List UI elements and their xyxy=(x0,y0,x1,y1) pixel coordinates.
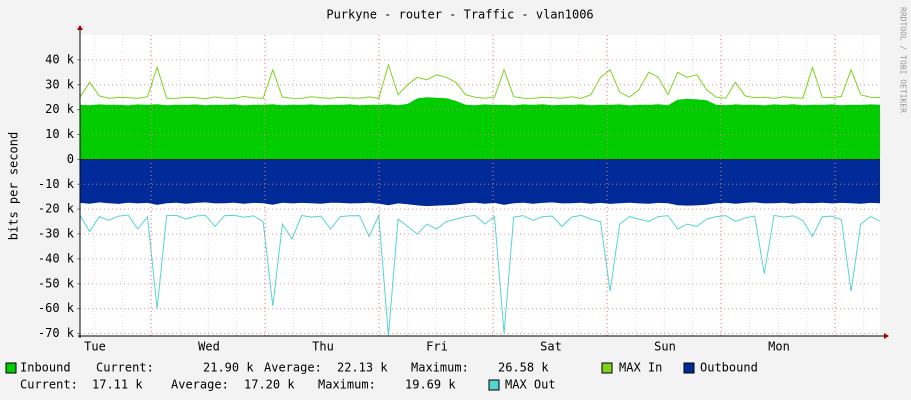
legend-stat: Current: xyxy=(20,378,78,392)
y-tick-label: 20 k xyxy=(45,102,75,116)
x-tick-label: Fri xyxy=(426,340,448,354)
legend-swatch xyxy=(5,362,17,374)
legend-label: MAX In xyxy=(619,361,662,375)
y-tick-label: 0 xyxy=(67,152,74,166)
y-tick-label: -70 k xyxy=(38,326,75,340)
legend-label: Outbound xyxy=(700,361,758,375)
x-tick-label: Tue xyxy=(84,340,106,354)
x-tick-label: Sun xyxy=(654,340,676,354)
legend-swatch xyxy=(683,362,695,374)
y-axis-label: bits per second xyxy=(7,132,21,240)
area xyxy=(80,97,880,160)
y-tick-label: -40 k xyxy=(38,251,75,265)
legend-stat: Current: xyxy=(96,361,154,375)
y-tick-label: -50 k xyxy=(38,276,75,290)
x-tick-label: Sat xyxy=(540,340,562,354)
legend-stat: 22.13 k xyxy=(337,361,388,375)
line xyxy=(79,213,881,337)
y-tick-label: 10 k xyxy=(45,127,75,141)
legend-stat: Average: xyxy=(264,361,322,375)
legend-label: Inbound xyxy=(20,361,71,375)
x-tick-label: Mon xyxy=(768,340,790,354)
x-tick-label: Wed xyxy=(198,340,220,354)
legend-stat: Maximum: xyxy=(411,361,469,375)
legend-swatch xyxy=(488,379,500,391)
y-tick-label: 30 k xyxy=(45,77,75,91)
line xyxy=(79,63,881,100)
y-axis-arrow xyxy=(77,25,83,30)
y-tick-label: -60 k xyxy=(38,301,75,315)
y-tick-label: 40 k xyxy=(45,52,75,66)
legend-swatch xyxy=(601,362,613,374)
x-tick-label: Thu xyxy=(312,340,334,354)
legend-stat: 17.11 k xyxy=(92,378,143,392)
legend-stat: 19.69 k xyxy=(405,378,456,392)
legend-stat: Maximum: xyxy=(318,378,376,392)
legend-label: MAX Out xyxy=(505,378,556,392)
series-layer xyxy=(79,63,881,337)
legend-stat: Average: xyxy=(171,378,229,392)
legend-stat: 21.90 k xyxy=(203,361,254,375)
y-tick-label: -20 k xyxy=(38,202,75,216)
area xyxy=(80,159,880,207)
x-axis-arrow xyxy=(884,333,889,339)
legend-stat: 26.58 k xyxy=(498,361,549,375)
watermark: RRDTOOL / TOBI OETIKER xyxy=(899,7,908,113)
legend-stat: 17.20 k xyxy=(244,378,295,392)
y-tick-label: -10 k xyxy=(38,177,75,191)
y-tick-label: -30 k xyxy=(38,227,75,241)
chart-title: Purkyne - router - Traffic - vlan1006 xyxy=(326,8,593,22)
